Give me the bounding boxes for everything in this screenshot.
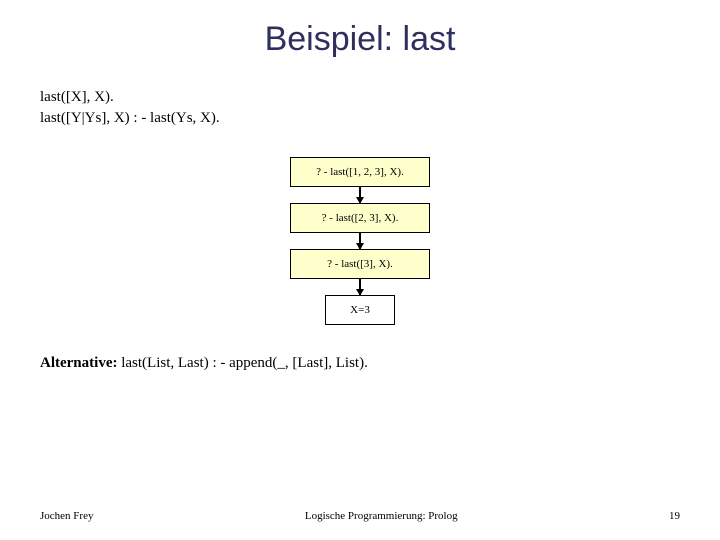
code-line-2: last([Y|Ys], X) : - last(Ys, X). — [40, 110, 680, 127]
footer: Jochen Frey Logische Programmierung: Pro… — [40, 510, 680, 522]
alternative-text: last(List, Last) : - append(_, [Last], L… — [117, 355, 367, 371]
flow-box-2: ? - last([2, 3], X). — [290, 203, 430, 233]
footer-page: 19 — [669, 510, 680, 522]
arrow-1 — [359, 187, 361, 203]
alternative-label: Alternative: — [40, 355, 117, 371]
flow-box-1: ? - last([1, 2, 3], X). — [290, 157, 430, 187]
slide-container: Beispiel: last last([X], X). last([Y|Ys]… — [0, 0, 720, 540]
flow-box-result: X=3 — [325, 295, 395, 325]
footer-course: Logische Programmierung: Prolog — [305, 510, 458, 522]
footer-author: Jochen Frey — [40, 510, 93, 522]
slide-title: Beispiel: last — [40, 20, 680, 59]
arrow-2 — [359, 233, 361, 249]
flowchart: ? - last([1, 2, 3], X). ? - last([2, 3],… — [40, 157, 680, 325]
flow-box-3: ? - last([3], X). — [290, 249, 430, 279]
arrow-3 — [359, 279, 361, 295]
code-block: last([X], X). last([Y|Ys], X) : - last(Y… — [40, 89, 680, 127]
code-line-1: last([X], X). — [40, 89, 680, 106]
alternative-line: Alternative: last(List, Last) : - append… — [40, 355, 680, 372]
